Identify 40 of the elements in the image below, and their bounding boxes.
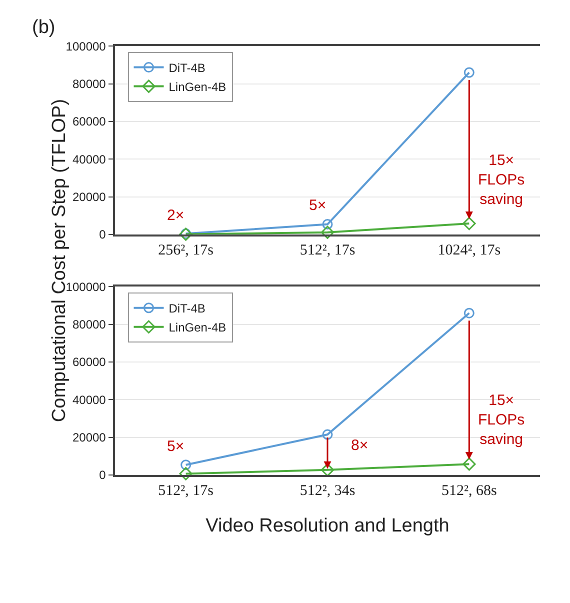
- legend-label: DiT-4B: [168, 302, 206, 316]
- annotation: 15× FLOPs saving: [478, 152, 525, 208]
- point: [180, 460, 192, 470]
- point: [179, 467, 192, 480]
- annotation: 8×: [351, 437, 368, 454]
- y-tick-label: 100000: [66, 39, 106, 54]
- annotation: 15× FLOPs saving: [478, 392, 525, 448]
- y-tick-label: 60000: [72, 114, 106, 129]
- y-tick-label: 80000: [72, 77, 106, 92]
- y-tick-label: 100000: [66, 280, 106, 294]
- y-tick-label: 20000: [72, 430, 106, 445]
- x-tick-label: 256², 17s: [158, 242, 214, 258]
- x-axis-title: Video Resolution and Length: [206, 515, 450, 536]
- point: [464, 67, 474, 78]
- y-tick-label: 40000: [72, 152, 106, 166]
- x-tick-label: 512², 34s: [300, 483, 356, 500]
- y-tick-label: 40000: [72, 392, 106, 407]
- annotation: 5×: [167, 438, 184, 455]
- point: [322, 219, 333, 230]
- point: [462, 457, 476, 471]
- point: [320, 463, 334, 477]
- y-tick-label: 80000: [72, 318, 106, 332]
- point: [322, 429, 333, 440]
- text: (b): [32, 17, 56, 38]
- legend-label: LinGen-4B: [168, 80, 226, 94]
- y-tick-label: 60000: [72, 355, 106, 370]
- annotation: 2×: [167, 207, 184, 224]
- point: [462, 216, 476, 230]
- annotation: 5×: [309, 197, 326, 214]
- y-tick-label: 0: [99, 228, 106, 242]
- legend-label: LinGen-4B: [168, 320, 226, 335]
- point: [320, 226, 334, 239]
- x-tick-label: 512², 17s: [300, 242, 356, 258]
- y-tick-label: 20000: [72, 190, 106, 204]
- x-tick-label: 1024², 17s: [438, 242, 501, 258]
- y-tick-label: 0: [99, 468, 106, 482]
- legend-label: DiT-4B: [168, 60, 206, 75]
- point: [464, 308, 474, 318]
- x-tick-label: 512², 17s: [158, 483, 214, 500]
- x-tick-label: 512², 68s: [442, 483, 497, 500]
